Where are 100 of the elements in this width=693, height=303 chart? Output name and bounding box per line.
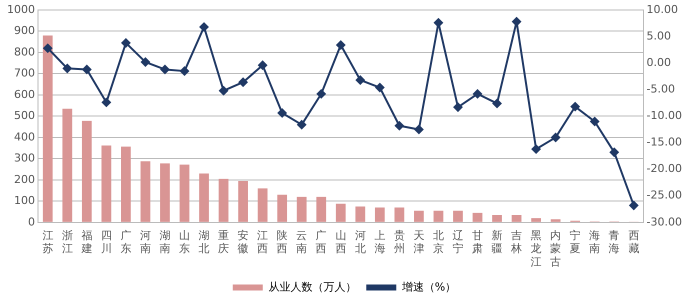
bar: [121, 146, 131, 222]
point: [82, 64, 92, 74]
x-tick-label: 安徽: [238, 228, 249, 256]
point: [453, 102, 462, 112]
bar: [434, 210, 444, 222]
y2-tick-label: -25.00: [646, 188, 682, 202]
y-tick-label: 900: [14, 24, 35, 38]
y-tick-label: 600: [14, 88, 35, 101]
x-tick-label: 河南: [140, 228, 151, 256]
x-tick-label: 江苏: [42, 228, 54, 256]
y2-tick-label: 0.00: [646, 56, 672, 69]
point: [375, 83, 384, 92]
x-tick-label: 内蒙古: [550, 228, 562, 268]
bar: [531, 218, 541, 222]
y2-tick-label: -20.00: [646, 162, 682, 176]
x-tick-label: 天津: [413, 228, 424, 256]
x-tick-label: 吉林: [510, 228, 522, 256]
point: [258, 60, 268, 70]
point: [297, 120, 306, 130]
point: [140, 58, 150, 67]
point: [102, 98, 111, 107]
point: [492, 98, 502, 108]
y-tick-label: 400: [14, 130, 35, 144]
x-tick-label: 陕西: [276, 228, 288, 256]
x-tick-label: 广西: [316, 228, 327, 256]
y-tick-label: 300: [14, 152, 35, 165]
bar: [512, 214, 522, 222]
y2-tick-label: -10.00: [646, 109, 682, 122]
x-tick-label: 北京: [432, 228, 444, 256]
point: [180, 66, 189, 76]
x-tick-label: 四川: [100, 228, 112, 256]
point: [200, 22, 209, 32]
x-tick-label: 黑龙江: [530, 228, 542, 268]
legend-label: 从业人数（万人）: [268, 280, 356, 294]
bar: [180, 164, 190, 222]
bar: [199, 174, 209, 222]
point: [570, 102, 580, 112]
point: [278, 108, 287, 118]
x-tick-label: 海南: [589, 228, 600, 256]
point: [434, 18, 443, 28]
bar: [140, 161, 150, 222]
x-tick-label: 宁夏: [570, 228, 581, 256]
point: [610, 148, 619, 157]
x-tick-label: 重庆: [218, 228, 230, 256]
bar: [218, 178, 228, 222]
bar: [101, 146, 112, 222]
bar: [492, 214, 502, 222]
y-tick-label: 700: [14, 66, 35, 80]
bar: [42, 35, 53, 222]
point: [160, 64, 170, 74]
x-tick-label: 青海: [608, 228, 620, 256]
point: [473, 89, 482, 98]
y2-tick-label: -15.00: [646, 136, 682, 149]
point: [219, 86, 228, 96]
point: [336, 40, 346, 50]
point: [356, 76, 365, 85]
bar: [414, 210, 424, 222]
point: [414, 124, 424, 134]
bar: [238, 180, 248, 222]
bar: [336, 204, 346, 222]
x-tick-label: 新疆: [492, 228, 503, 256]
bar: [374, 208, 385, 222]
point: [43, 44, 52, 53]
bar: [62, 108, 72, 222]
bar: [550, 219, 561, 222]
y2-tick-label: 10.00: [646, 2, 678, 16]
x-tick-label: 广东: [120, 228, 132, 256]
x-tick-label: 河北: [354, 228, 366, 256]
x-tick-label: 上海: [374, 228, 386, 256]
bar: [296, 196, 307, 222]
y-tick-label: 200: [14, 172, 35, 186]
bar: [472, 212, 482, 222]
bar: [258, 188, 268, 222]
x-tick-label: 福建: [80, 228, 92, 256]
point: [512, 17, 522, 26]
x-tick-label: 西藏: [628, 228, 640, 256]
x-tick-label: 辽宁: [452, 228, 464, 256]
y-tick-label: 800: [14, 45, 35, 58]
bar: [453, 210, 463, 222]
y-tick-label: 0: [28, 215, 35, 228]
bar: [277, 194, 288, 222]
point: [121, 38, 130, 48]
x-tick-label: 山东: [178, 228, 190, 256]
x-tick-label: 甘肃: [472, 228, 484, 256]
x-tick-label: 湖南: [159, 228, 170, 256]
x-tick-label: 云南: [296, 228, 308, 256]
y2-tick-label: 5.00: [646, 29, 672, 42]
legend-label: 增速（%）: [400, 280, 456, 294]
y-tick-label: 1000: [6, 2, 35, 16]
x-tick-label: 贵州: [394, 228, 405, 256]
bar: [394, 208, 404, 222]
point: [394, 121, 404, 130]
bar: [82, 120, 92, 222]
x-tick-label: 浙江: [62, 228, 73, 256]
x-tick-label: 湖北: [198, 228, 210, 256]
point: [590, 117, 600, 126]
y2-tick-label: -30.00: [646, 215, 682, 228]
bar: [160, 163, 170, 222]
point: [238, 78, 248, 87]
y-tick-label: 100: [14, 194, 35, 208]
